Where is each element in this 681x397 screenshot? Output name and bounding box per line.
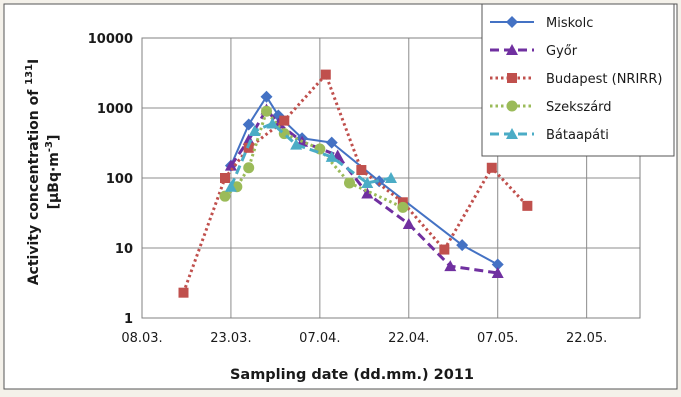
series-layer <box>178 69 533 298</box>
data-point-szeksz-rd <box>219 190 231 202</box>
data-point-budapest-nrirr <box>178 287 189 298</box>
legend-label: Szekszárd <box>546 100 612 115</box>
legend-label: Bátaapáti <box>546 128 609 143</box>
data-point-miskolc <box>260 90 273 103</box>
data-point-b-taap-ti <box>224 180 237 192</box>
x-tick-label: 07.05. <box>477 331 518 346</box>
data-point-szeksz-rd <box>344 177 355 189</box>
y-tick-label: 1000 <box>97 102 133 117</box>
data-point-gy-r <box>402 218 415 230</box>
y-unit-close: ] <box>46 135 62 141</box>
x-tick-label: 22.05. <box>566 331 607 346</box>
x-axis-title: Sampling date (dd.mm.) 2011 <box>230 367 474 383</box>
data-point-budapest-nrirr <box>356 165 367 176</box>
legend-swatch-marker <box>506 128 518 139</box>
legend-swatch-marker <box>506 16 518 28</box>
data-point-miskolc <box>456 239 469 252</box>
tick-labels: 1 10 100 1000 10000 08.03. 23.03. 07.04. 22.04. 0… <box>88 32 608 346</box>
data-point-budapest-nrirr <box>439 244 450 255</box>
data-point-miskolc <box>325 136 338 149</box>
series-b-taap-ti <box>224 117 397 192</box>
data-point-budapest-nrirr <box>320 69 331 80</box>
data-point-gy-r <box>361 187 374 199</box>
x-tick-label: 22.04. <box>388 331 429 346</box>
legend-item-gy-r: Győr <box>490 44 578 59</box>
y-axis-unit: [µBq·m-3] <box>44 135 62 210</box>
legend-item-b-taap-ti: Bátaapáti <box>490 128 609 143</box>
y-unit-exponent: -3 <box>44 141 55 152</box>
data-point-b-taap-ti <box>248 124 261 136</box>
data-point-budapest-nrirr <box>486 162 497 173</box>
legend-swatch-marker <box>506 44 518 55</box>
plot-area <box>141 37 641 319</box>
y-tick-label: 10 <box>115 242 133 257</box>
legend-item-budapest-nrirr: Budapest (NRIRR) <box>490 72 662 87</box>
data-point-b-taap-ti <box>385 172 397 183</box>
legend-item-szeksz-rd: Szekszárd <box>490 100 612 115</box>
data-point-budapest-nrirr <box>279 115 290 126</box>
data-point-gy-r <box>444 260 457 272</box>
data-point-b-taap-ti <box>266 117 279 129</box>
data-point-b-taap-ti <box>290 138 303 150</box>
y-title-element: I <box>26 59 42 64</box>
data-point-szeksz-rd <box>261 105 272 117</box>
data-point-miskolc <box>491 258 504 271</box>
legend-label: Budapest (NRIRR) <box>546 72 662 87</box>
data-point-miskolc <box>373 175 386 188</box>
legend-label: Győr <box>546 44 578 59</box>
x-tick-label: 08.03. <box>121 331 162 346</box>
y-tick-label: 10000 <box>88 32 133 47</box>
data-point-szeksz-rd <box>397 201 409 213</box>
legend: Miskolc Győr Budapest (NRIRR) Szekszárd Báta… <box>481 3 675 157</box>
data-point-gy-r <box>242 133 255 145</box>
legend-item-miskolc: Miskolc <box>490 16 593 31</box>
series-szeksz-rd <box>219 105 409 213</box>
y-unit-text: [µBq·m <box>46 152 62 209</box>
y-title-text: Activity concentration of <box>26 85 42 285</box>
x-tick-label: 23.03. <box>210 331 251 346</box>
y-tick-label: 100 <box>106 172 133 187</box>
legend-label: Miskolc <box>546 16 593 31</box>
data-point-gy-r <box>224 159 237 171</box>
data-point-miskolc <box>242 118 255 131</box>
data-point-b-taap-ti <box>361 176 374 188</box>
y-title-isotope-mass: 131 <box>24 64 35 85</box>
x-tick-label: 07.04. <box>299 331 340 346</box>
y-tick-label: 1 <box>124 312 133 327</box>
legend-swatch-marker <box>506 100 518 112</box>
y-axis-title: Activity concentration of 131I <box>24 59 42 286</box>
data-point-gy-r <box>491 266 504 278</box>
legend-swatch-marker <box>507 73 517 83</box>
data-point-szeksz-rd <box>243 162 255 174</box>
data-point-budapest-nrirr <box>220 173 230 183</box>
data-point-budapest-nrirr <box>522 200 533 211</box>
data-point-b-taap-ti <box>325 150 338 162</box>
